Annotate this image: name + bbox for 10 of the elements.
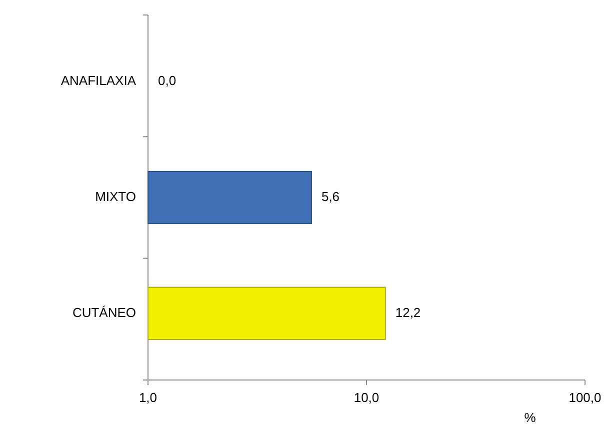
- x-tick-label: 1,0: [138, 390, 158, 405]
- text: 0,0: [158, 73, 176, 88]
- x-tick-label: 10,0: [354, 390, 380, 405]
- y-tick-label: ANAFILAXIA: [60, 73, 136, 88]
- data-label: 12,2: [395, 304, 421, 320]
- data-label: 5,6: [321, 188, 340, 204]
- x-axis-title: %: [524, 410, 536, 425]
- y-tick-label: MIXTO: [95, 188, 136, 204]
- y-tick-label: CUTÁNEO: [72, 304, 136, 320]
- x-tick-label: 100,0: [568, 390, 602, 405]
